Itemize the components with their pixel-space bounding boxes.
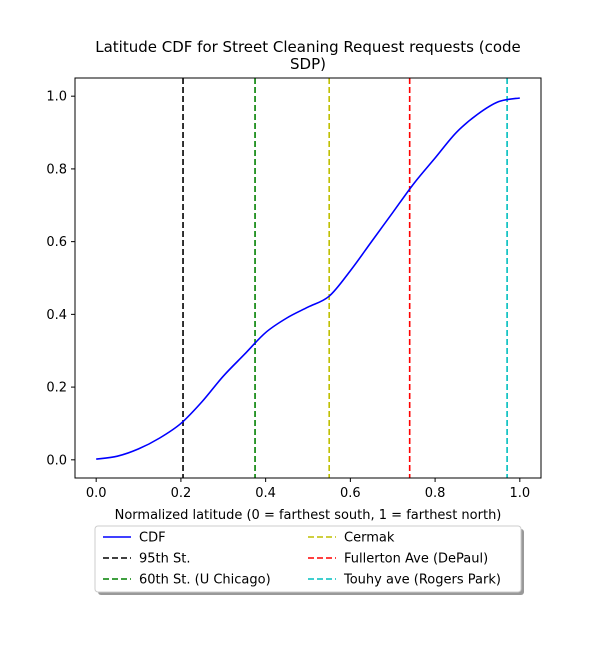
x-tick-label-0: 0.0 xyxy=(86,486,107,501)
x-tick-label-2: 0.4 xyxy=(255,486,276,501)
plot-frame xyxy=(74,77,542,479)
legend-label-1-1: Fullerton Ave (DePaul) xyxy=(344,552,488,567)
y-tick-label-0: 0.0 xyxy=(46,453,67,468)
legend-label-1-2: Touhy ave (Rogers Park) xyxy=(343,573,501,588)
x-tick-label-5: 1.0 xyxy=(509,486,530,501)
chart-title-line-1: Latitude CDF for Street Cleaning Request… xyxy=(95,38,521,56)
y-tick-label-5: 1.0 xyxy=(46,90,67,105)
y-axis-ticks: 0.0 0.2 0.4 0.6 0.8 1.0 xyxy=(46,90,75,468)
x-axis-ticks: 0.0 0.2 0.4 0.6 0.8 1.0 xyxy=(86,478,530,501)
x-tick-label-3: 0.6 xyxy=(340,486,361,501)
legend-label-0-0: CDF xyxy=(139,531,166,546)
y-tick-label-3: 0.6 xyxy=(46,235,67,250)
plot-area xyxy=(75,78,541,478)
y-tick-label-2: 0.4 xyxy=(46,308,67,323)
y-tick-label-1: 0.2 xyxy=(46,381,67,396)
series-line-0 xyxy=(96,97,520,460)
x-tick-label-4: 0.8 xyxy=(425,486,446,501)
legend-box xyxy=(94,525,522,593)
chart-title-line-2: SDP) xyxy=(290,55,326,73)
y-tick-label-4: 0.8 xyxy=(46,162,67,177)
x-axis-label: Normalized latitude (0 = farthest south,… xyxy=(115,508,502,523)
legend-label-1-0: Cermak xyxy=(344,531,395,546)
legend-label-0-1: 95th St. xyxy=(139,552,191,567)
x-tick-label-1: 0.2 xyxy=(171,486,192,501)
series-layer xyxy=(96,97,520,460)
legend: CDF 95th St. 60th St. (U Chicago) Cermak Ful… xyxy=(94,525,524,595)
reference-lines xyxy=(182,78,508,478)
legend-entries: CDF 95th St. 60th St. (U Chicago) Cermak Ful… xyxy=(103,531,501,588)
legend-label-0-2: 60th St. (U Chicago) xyxy=(139,573,271,588)
